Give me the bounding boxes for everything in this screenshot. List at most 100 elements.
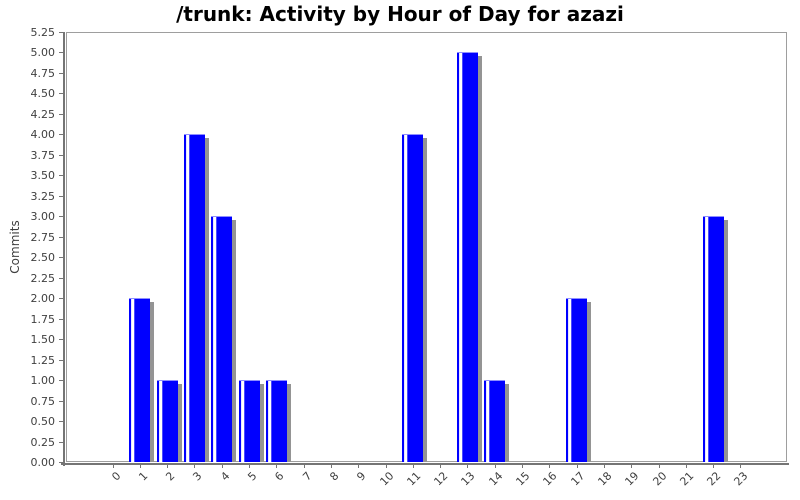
x-tick-mark xyxy=(276,465,277,468)
x-tick-label-text: 13 xyxy=(458,469,478,489)
y-tick-label: 1.50 xyxy=(30,333,56,346)
x-tick-mark xyxy=(549,465,550,468)
y-axis-title: Commits xyxy=(8,220,22,274)
x-tick-label-text: 18 xyxy=(595,469,615,489)
y-tick-mark xyxy=(59,155,63,156)
y-tick-label: 5.25 xyxy=(30,26,56,39)
y-tick-label: 3.25 xyxy=(30,190,56,203)
y-tick-label: 3.00 xyxy=(30,210,56,223)
x-tick-label-text: 23 xyxy=(731,469,751,489)
x-tick-label-text: 21 xyxy=(677,469,697,489)
x-tick-label-text: 5 xyxy=(245,469,260,484)
y-tick-mark xyxy=(59,93,63,94)
bar-hour-22 xyxy=(703,216,724,462)
y-axis-line xyxy=(63,32,65,466)
x-tick-mark xyxy=(495,465,496,468)
x-tick-mark xyxy=(140,465,141,468)
y-tick-mark xyxy=(59,298,63,299)
y-tick-mark xyxy=(59,421,63,422)
bar-hour-13 xyxy=(457,52,478,462)
y-tick-label: 4.00 xyxy=(30,128,56,141)
x-tick-mark xyxy=(331,465,332,468)
bar-hour-14 xyxy=(484,380,505,462)
bar-hour-17 xyxy=(566,298,587,462)
bar-hour-1 xyxy=(129,298,150,462)
y-tick-mark xyxy=(59,216,63,217)
x-tick-label-text: 4 xyxy=(218,469,233,484)
x-tick-mark xyxy=(167,465,168,468)
x-tick-label-text: 14 xyxy=(486,469,506,489)
y-tick-mark xyxy=(59,339,63,340)
y-tick-label: 4.50 xyxy=(30,87,56,100)
x-tick-label-text: 15 xyxy=(513,469,533,489)
x-tick-label-text: 19 xyxy=(622,469,642,489)
y-tick-mark xyxy=(59,442,63,443)
y-tick-label: 4.75 xyxy=(30,67,56,80)
y-tick-mark xyxy=(59,196,63,197)
x-tick-label-text: 16 xyxy=(540,469,560,489)
y-tick-mark xyxy=(59,462,63,463)
x-tick-label-text: 9 xyxy=(354,469,369,484)
y-tick-mark xyxy=(59,360,63,361)
y-tick-label: 0.50 xyxy=(30,415,56,428)
y-tick-label: 0.75 xyxy=(30,395,56,408)
y-tick-label: 3.75 xyxy=(30,149,56,162)
x-tick-mark xyxy=(631,465,632,468)
x-tick-mark xyxy=(222,465,223,468)
x-tick-label-text: 20 xyxy=(650,469,670,489)
x-tick-mark xyxy=(467,465,468,468)
y-tick-label: 5.00 xyxy=(30,46,56,59)
x-axis-line xyxy=(61,463,789,465)
y-tick-label: 2.75 xyxy=(30,231,56,244)
y-tick-mark xyxy=(59,32,63,33)
y-tick-label: 0.00 xyxy=(30,456,56,469)
y-tick-mark xyxy=(59,175,63,176)
x-tick-label-text: 22 xyxy=(704,469,724,489)
x-tick-mark xyxy=(304,465,305,468)
x-tick-mark xyxy=(386,465,387,468)
bar-hour-3 xyxy=(184,134,205,462)
y-tick-mark xyxy=(59,380,63,381)
x-tick-mark xyxy=(413,465,414,468)
x-tick-label-text: 2 xyxy=(163,469,178,484)
x-tick-mark xyxy=(713,465,714,468)
y-tick-mark xyxy=(59,73,63,74)
y-tick-label: 1.75 xyxy=(30,313,56,326)
y-tick-label: 4.25 xyxy=(30,108,56,121)
chart-title: /trunk: Activity by Hour of Day for azaz… xyxy=(176,2,624,26)
x-tick-mark xyxy=(440,465,441,468)
x-tick-label-text: 17 xyxy=(568,469,588,489)
x-tick-label-text: 3 xyxy=(190,469,205,484)
x-tick-mark xyxy=(659,465,660,468)
bar-hour-4 xyxy=(211,216,232,462)
x-tick-label-text: 7 xyxy=(300,469,315,484)
x-tick-mark xyxy=(577,465,578,468)
y-tick-mark xyxy=(59,237,63,238)
x-tick-mark xyxy=(358,465,359,468)
y-tick-label: 1.25 xyxy=(30,354,56,367)
y-tick-mark xyxy=(59,257,63,258)
y-tick-label: 1.00 xyxy=(30,374,56,387)
x-tick-label-text: 12 xyxy=(431,469,451,489)
y-tick-label: 2.25 xyxy=(30,272,56,285)
y-tick-mark xyxy=(59,319,63,320)
x-tick-mark xyxy=(604,465,605,468)
x-tick-label-text: 0 xyxy=(109,469,124,484)
x-tick-mark xyxy=(113,465,114,468)
x-tick-mark xyxy=(740,465,741,468)
y-tick-mark xyxy=(59,134,63,135)
x-tick-mark xyxy=(686,465,687,468)
bar-hour-2 xyxy=(157,380,178,462)
y-tick-mark xyxy=(59,278,63,279)
x-tick-label-text: 8 xyxy=(327,469,342,484)
y-tick-mark xyxy=(59,114,63,115)
bar-hour-6 xyxy=(266,380,287,462)
x-tick-label-text: 6 xyxy=(272,469,287,484)
x-tick-mark xyxy=(249,465,250,468)
y-tick-label: 2.00 xyxy=(30,292,56,305)
bar-hour-5 xyxy=(239,380,260,462)
y-tick-label: 3.50 xyxy=(30,169,56,182)
y-tick-mark xyxy=(59,52,63,53)
x-tick-label-text: 10 xyxy=(377,469,397,489)
